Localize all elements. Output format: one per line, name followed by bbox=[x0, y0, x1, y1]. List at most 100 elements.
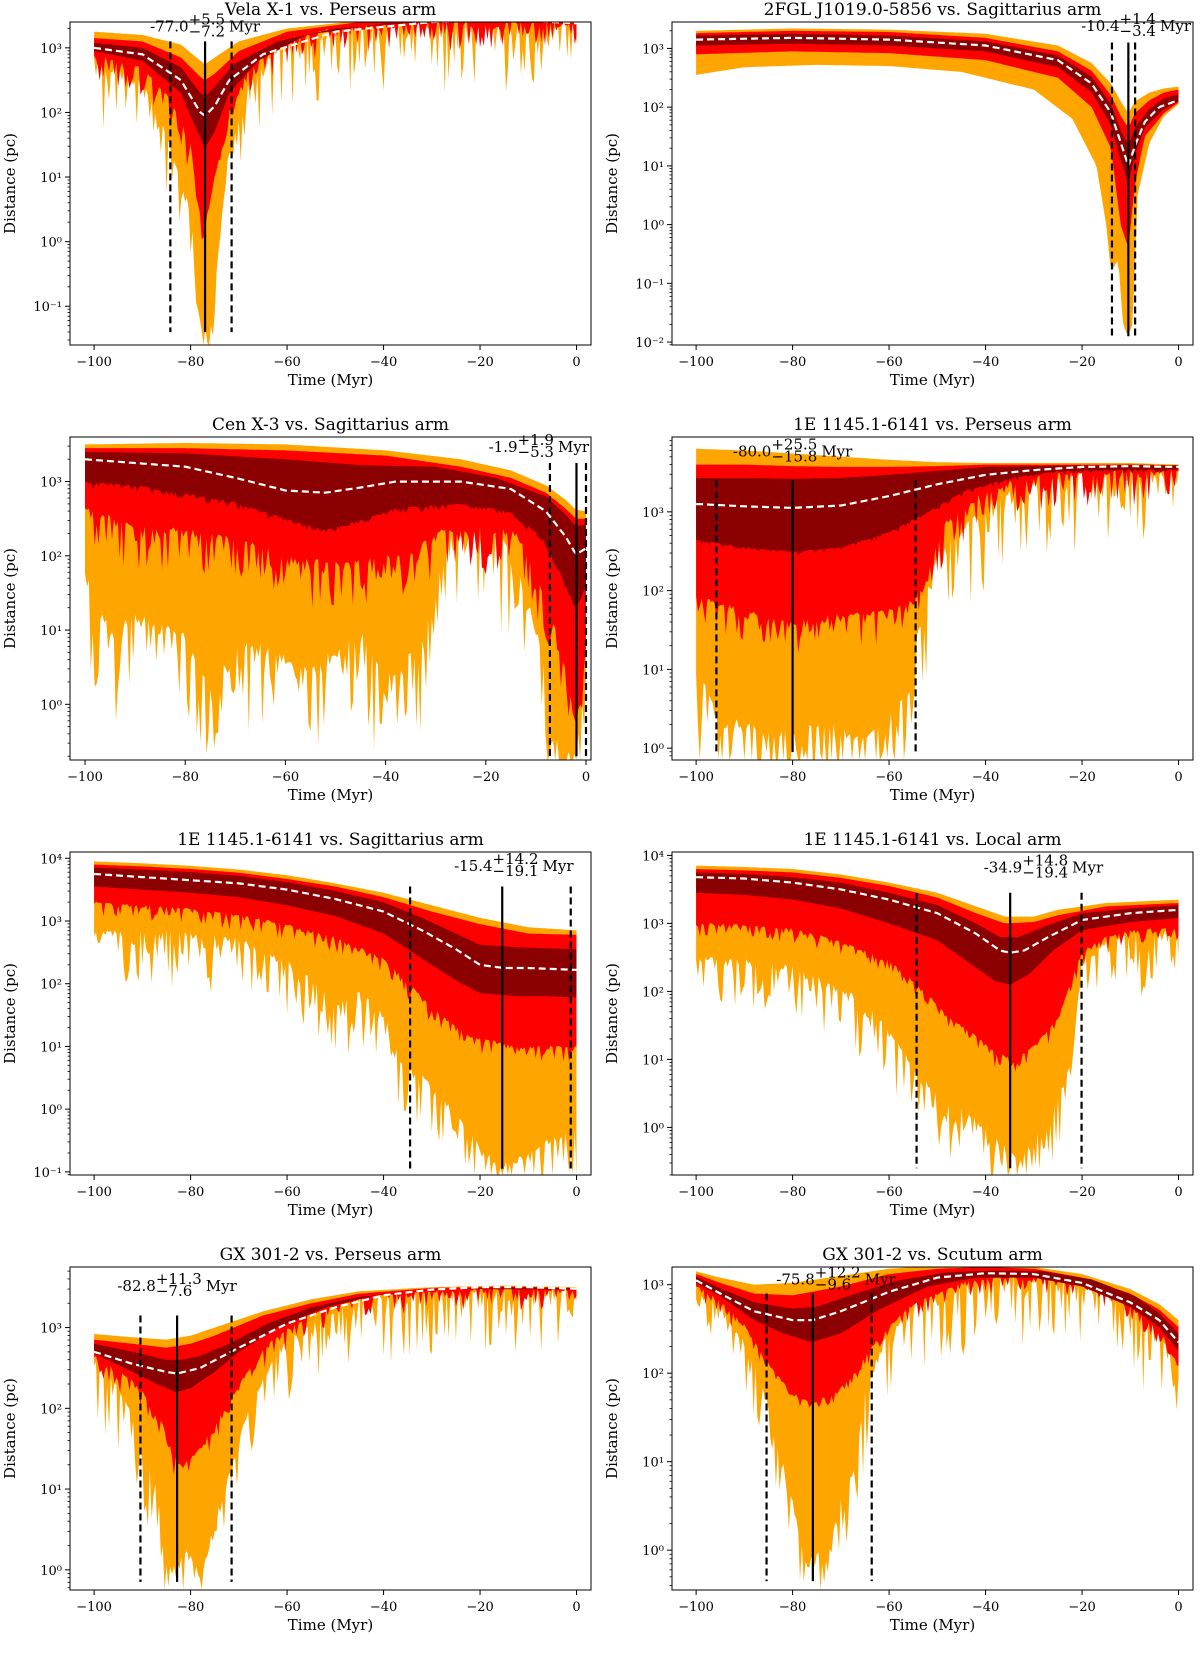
x-tick-label: −80 bbox=[177, 1600, 204, 1615]
x-tick-label: −20 bbox=[472, 770, 499, 785]
annotation-plus: +11.3 bbox=[156, 1270, 202, 1288]
x-tick-label: −80 bbox=[779, 1185, 806, 1200]
x-tick-label: −100 bbox=[678, 770, 714, 785]
chart-title: Cen X-3 vs. Sagittarius arm bbox=[212, 415, 449, 435]
plot-area bbox=[696, 28, 1179, 335]
x-tick-label: −40 bbox=[972, 355, 999, 370]
y-tick-label: 10² bbox=[642, 1367, 664, 1382]
y-tick-label: 10⁻¹ bbox=[635, 277, 664, 292]
annotation-unit: Myr bbox=[543, 857, 575, 875]
minimum-annotation: -80.0 +25.5−15.8 Myr bbox=[733, 436, 853, 466]
y-tick-label: 10⁴ bbox=[642, 849, 664, 864]
y-tick-label: 10² bbox=[40, 978, 62, 993]
y-tick-label: 10⁻² bbox=[635, 336, 664, 351]
y-tick-label: 10² bbox=[642, 585, 664, 600]
plot-area bbox=[93, 22, 577, 345]
y-tick-label: 10⁰ bbox=[642, 742, 664, 757]
subplot-2: −100 −80 −60 −40 −20 0 10⁻² 10⁻¹ 10⁰ 10¹ 10² 10³ 2FG… bbox=[603, 0, 1194, 389]
median-line bbox=[93, 1286, 577, 1375]
x-tick-label: −100 bbox=[678, 355, 714, 370]
minimum-annotation: -77.0 +5.5−7.2 Myr bbox=[150, 11, 261, 41]
x-tick-label: −40 bbox=[370, 1185, 397, 1200]
x-tick-label: −40 bbox=[370, 355, 397, 370]
x-tick-label: −100 bbox=[678, 1185, 714, 1200]
band-middle bbox=[85, 448, 586, 725]
y-axis-label: Distance (pc) bbox=[603, 133, 621, 234]
annotation-center: -80.0 bbox=[733, 443, 771, 461]
annotation-minus: −19.1 bbox=[493, 862, 539, 880]
band-middle bbox=[696, 30, 1179, 248]
annotation-plus: +5.5 bbox=[189, 11, 225, 29]
x-tick-label: −60 bbox=[273, 1185, 300, 1200]
y-tick-label: 10² bbox=[642, 101, 664, 116]
axes-frame bbox=[671, 1266, 1194, 1591]
annotation-unit: Myr bbox=[865, 1271, 897, 1289]
x-tick-label: 0 bbox=[1174, 355, 1182, 370]
annotation-minus: −3.4 bbox=[1120, 22, 1156, 40]
y-axis-label: Distance (pc) bbox=[1, 133, 19, 234]
annotation-minus: −19.4 bbox=[1022, 863, 1068, 881]
annotation-center: -10.4 bbox=[1081, 17, 1119, 35]
chart-title: 1E 1145.1-6141 vs. Perseus arm bbox=[793, 415, 1072, 435]
y-tick-label: 10³ bbox=[642, 1279, 664, 1294]
y-tick-label: 10¹ bbox=[642, 1053, 664, 1068]
x-tick-label: −20 bbox=[1068, 1600, 1095, 1615]
y-tick-label: 10³ bbox=[642, 917, 664, 932]
annotation-unit: Myr bbox=[1072, 858, 1104, 876]
minimum-annotation: -10.4 +1.4−3.4 Myr bbox=[1081, 10, 1192, 40]
annotation-plus: +12.2 bbox=[815, 1264, 861, 1282]
x-tick-label: −80 bbox=[177, 1185, 204, 1200]
x-axis-label: Time (Myr) bbox=[288, 1616, 373, 1634]
x-tick-label: −20 bbox=[1068, 355, 1095, 370]
subplot-8: −100 −80 −60 −40 −20 0 10⁰ 10¹ 10² 10³ GX 301-2 vs… bbox=[603, 1245, 1194, 1634]
chart-title: Vela X-1 vs. Perseus arm bbox=[224, 0, 436, 20]
y-axis-label: Distance (pc) bbox=[603, 963, 621, 1064]
y-tick-label: 10⁻¹ bbox=[33, 1166, 62, 1181]
y-tick-label: 10³ bbox=[642, 42, 664, 57]
annotation-center: -75.8 bbox=[776, 1271, 814, 1289]
median-line bbox=[696, 464, 1179, 510]
band-inner bbox=[94, 1287, 577, 1392]
median-line bbox=[84, 458, 587, 556]
x-axis-label: Time (Myr) bbox=[890, 1616, 975, 1634]
x-tick-label: −40 bbox=[972, 770, 999, 785]
y-tick-label: 10¹ bbox=[40, 1040, 62, 1055]
annotation-minus: −7.2 bbox=[189, 23, 225, 41]
annotation-unit: Myr bbox=[229, 18, 261, 36]
y-tick-label: 10¹ bbox=[40, 171, 62, 186]
x-tick-label: 0 bbox=[572, 355, 580, 370]
chart-title: 1E 1145.1-6141 vs. Local arm bbox=[803, 830, 1061, 850]
x-tick-label: −80 bbox=[779, 770, 806, 785]
annotation-plus: +25.5 bbox=[771, 436, 817, 454]
y-tick-label: 10⁰ bbox=[40, 1564, 62, 1579]
band-inner bbox=[94, 22, 577, 148]
y-tick-label: 10⁰ bbox=[40, 1103, 62, 1118]
y-tick-label: 10² bbox=[40, 1402, 62, 1417]
band-middle bbox=[696, 869, 1179, 1072]
y-tick-label: 10³ bbox=[40, 1322, 62, 1337]
x-axis-label: Time (Myr) bbox=[890, 786, 975, 804]
minimum-annotation: -34.9 +14.8−19.4 Myr bbox=[984, 851, 1104, 881]
axes-frame bbox=[69, 436, 592, 761]
chart-title: 2FGL J1019.0-5856 vs. Sagittarius arm bbox=[764, 0, 1102, 20]
band-middle bbox=[94, 22, 577, 240]
annotation-minus: −9.6 bbox=[815, 1276, 851, 1294]
y-tick-label: 10³ bbox=[40, 476, 62, 491]
annotation-plus: +1.9 bbox=[518, 431, 554, 449]
x-tick-label: −40 bbox=[372, 770, 399, 785]
x-tick-label: −80 bbox=[779, 1600, 806, 1615]
x-tick-label: 0 bbox=[582, 770, 590, 785]
plot-area bbox=[84, 442, 587, 760]
x-axis-label: Time (Myr) bbox=[890, 1201, 975, 1219]
median-line bbox=[93, 22, 577, 117]
band-outer bbox=[696, 28, 1179, 335]
x-tick-label: 0 bbox=[1174, 1600, 1182, 1615]
band-inner bbox=[696, 1270, 1179, 1352]
x-tick-label: −80 bbox=[177, 355, 204, 370]
annotation-plus: +14.8 bbox=[1022, 851, 1068, 869]
axes-frame bbox=[69, 851, 592, 1176]
chart-title: GX 301-2 vs. Perseus arm bbox=[220, 1245, 442, 1265]
x-tick-label: 0 bbox=[572, 1185, 580, 1200]
x-tick-label: −40 bbox=[972, 1600, 999, 1615]
x-tick-label: 0 bbox=[572, 1600, 580, 1615]
